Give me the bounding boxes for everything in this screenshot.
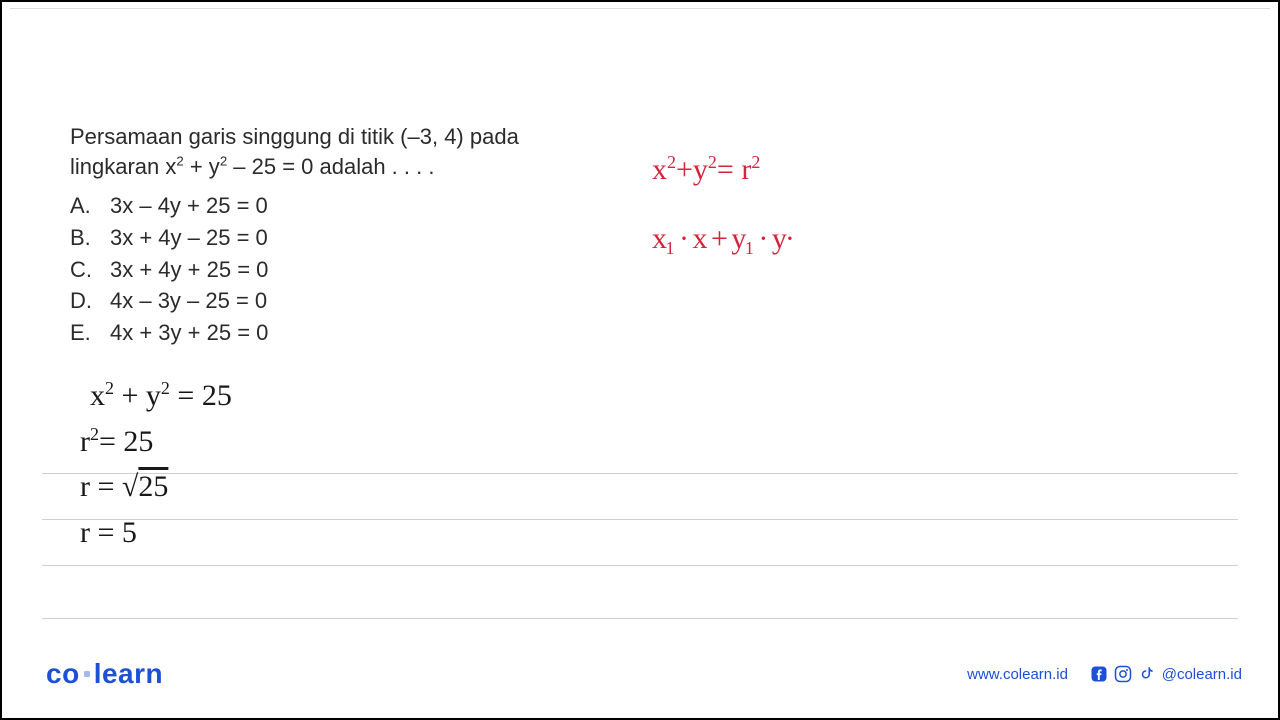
hw-text: x — [652, 153, 667, 186]
option-label: B. — [70, 223, 92, 253]
option-label: A. — [70, 191, 92, 221]
option-d: D. 4x – 3y – 25 = 0 — [70, 286, 590, 316]
work-text: x2 + y2 = 25 — [90, 378, 232, 413]
logo-co: co — [46, 658, 80, 689]
prompt-line1: Persamaan garis singgung di titik (–3, 4… — [70, 124, 519, 149]
option-label: D. — [70, 286, 92, 316]
option-c: C. 3x + 4y + 25 = 0 — [70, 255, 590, 285]
sup-2: 2 — [751, 152, 760, 172]
sup-2: 2 — [90, 424, 99, 444]
option-a: A. 3x – 4y + 25 = 0 — [70, 191, 590, 221]
prompt-line2-c: – 25 = 0 adalah . . . . — [227, 154, 434, 179]
hw-text: = r — [717, 153, 751, 186]
root-symbol: √ — [122, 470, 138, 503]
option-text: 4x – 3y – 25 = 0 — [110, 286, 267, 316]
tiktok-icon — [1138, 665, 1156, 683]
top-divider — [10, 8, 1270, 9]
t: r — [80, 425, 90, 458]
sup-2: 2 — [161, 378, 170, 398]
option-b: B. 3x + 4y – 25 = 0 — [70, 223, 590, 253]
logo-learn: learn — [94, 658, 163, 689]
option-text: 3x + 4y – 25 = 0 — [110, 223, 268, 253]
question-block: Persamaan garis singgung di titik (–3, 4… — [70, 122, 590, 350]
handwriting-formula-circle: x2+y2= r2 — [652, 152, 760, 187]
hw-text: +y — [676, 153, 708, 186]
brand-logo: colearn — [46, 658, 163, 690]
prompt-line2-a: lingkaran x — [70, 154, 176, 179]
option-label: C. — [70, 255, 92, 285]
t: = 25 — [170, 379, 232, 412]
work-text: r2= 25 — [80, 424, 153, 459]
work-text: r = 5 — [80, 516, 137, 550]
question-prompt: Persamaan garis singgung di titik (–3, 4… — [70, 122, 590, 181]
t: x — [90, 379, 105, 412]
option-e: E. 4x + 3y + 25 = 0 — [70, 318, 590, 348]
document-frame: Persamaan garis singgung di titik (–3, 4… — [0, 0, 1280, 720]
rule-line — [42, 565, 1238, 566]
sup-2: 2 — [708, 152, 717, 172]
sup-2: 2 — [176, 153, 183, 168]
work-line-4: r = 5 — [70, 520, 1238, 566]
footer: colearn www.colearn.id @colearn.id — [2, 654, 1278, 694]
rule-line-extra — [42, 618, 1238, 619]
options-list: A. 3x – 4y + 25 = 0 B. 3x + 4y – 25 = 0 C.… — [70, 191, 590, 347]
t: + y — [114, 379, 161, 412]
instagram-icon — [1114, 665, 1132, 683]
option-label: E. — [70, 318, 92, 348]
handwriting-formula-tangent: x₁ · x + y₁ · y· — [652, 222, 793, 256]
social-links: @colearn.id — [1090, 665, 1242, 683]
sup-2: 2 — [667, 152, 676, 172]
t: r = — [80, 470, 122, 503]
prompt-line2-b: + y — [184, 154, 220, 179]
hw-text: x₁ · x + y₁ · y· — [652, 222, 793, 255]
work-line-1: x2 + y2 = 25 — [70, 382, 1238, 428]
logo-separator-icon — [84, 671, 90, 677]
work-line-2: r2= 25 — [70, 428, 1238, 474]
t: = 25 — [99, 425, 153, 458]
option-text: 3x – 4y + 25 = 0 — [110, 191, 268, 221]
root-arg: 25 — [138, 470, 168, 503]
option-text: 3x + 4y + 25 = 0 — [110, 255, 268, 285]
website-url: www.colearn.id — [967, 666, 1068, 683]
sup-2: 2 — [105, 378, 114, 398]
work-line-3: r = √25 — [70, 474, 1238, 520]
facebook-icon — [1090, 665, 1108, 683]
work-text: r = √25 — [80, 470, 168, 504]
option-text: 4x + 3y + 25 = 0 — [110, 318, 268, 348]
t: r = 5 — [80, 516, 137, 549]
social-handle: @colearn.id — [1162, 666, 1242, 683]
working-area: x2 + y2 = 25 r2= 25 r = √25 r = 5 — [70, 382, 1238, 566]
